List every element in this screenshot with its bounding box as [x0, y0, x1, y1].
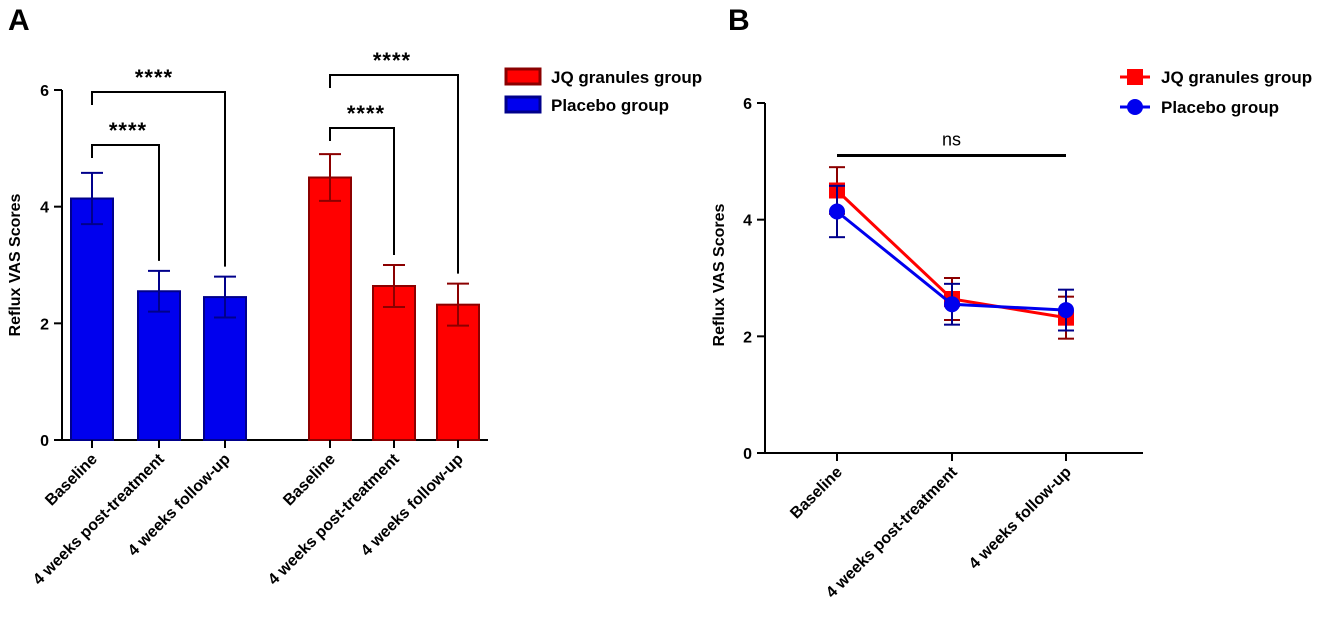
panel-b-y-axis-label: Reflux VAS Scores: [711, 203, 728, 346]
jq-legend-label: JQ granules group: [551, 68, 702, 87]
panel-b-ns-annotation: ns: [837, 130, 1066, 157]
panel-a-bar-chart: 0 2 4 6 Reflux VAS Scores **** **** ******** …: [7, 48, 702, 589]
bar: [308, 176, 352, 441]
bar: [70, 197, 114, 441]
significance-bracket: [329, 74, 459, 274]
bar: [137, 290, 181, 441]
significance-bracket: [91, 91, 226, 267]
panel-a-y-tick-label: 6: [40, 83, 49, 100]
jq-legend-label: JQ granules group: [1161, 68, 1312, 87]
placebo-series: [829, 184, 1074, 332]
data-point: [944, 296, 960, 313]
panel-b-series: [829, 166, 1074, 340]
placebo-legend-label: Placebo group: [551, 96, 669, 115]
jq-legend-swatch: [504, 67, 542, 86]
category-label: Baseline: [280, 451, 339, 510]
category-label: 4 weeks follow-up: [966, 464, 1075, 573]
category-label: Baseline: [42, 451, 101, 510]
category-label: 4 weeks post-treatment: [823, 463, 961, 601]
panel-a-legend: JQ granules group Placebo group: [504, 67, 702, 115]
category-label: 4 weeks post-treatment: [265, 450, 403, 588]
panel-a-y-axis-label: Reflux VAS Scores: [7, 193, 24, 336]
significance-label: ****: [347, 101, 385, 126]
panel-b-y-tick-label: 2: [743, 329, 752, 346]
data-point: [1058, 302, 1074, 319]
data-point: [829, 203, 845, 220]
significance-label: ****: [373, 48, 411, 73]
panel-a-axes: 0 2 4 6: [40, 83, 488, 450]
placebo-legend-label: Placebo group: [1161, 98, 1279, 117]
panel-b-label: B: [728, 4, 750, 37]
significance-label: ****: [135, 65, 173, 90]
panel-a-significance: **** **** **** ****: [91, 48, 459, 274]
bar: [372, 285, 416, 441]
placebo-legend-swatch: [504, 95, 542, 114]
panel-a-y-tick-label: 0: [40, 433, 49, 450]
bar: [203, 296, 247, 442]
placebo-legend-marker: [1127, 99, 1143, 115]
significance-bracket: [329, 127, 395, 255]
panel-b-y-tick-label: 4: [743, 213, 752, 230]
category-label: 4 weeks post-treatment: [30, 450, 168, 588]
panel-b-y-tick-label: 0: [743, 446, 752, 463]
panel-b-axes: 0 2 4 6: [743, 96, 1143, 463]
panel-a-label: A: [8, 4, 30, 37]
significance-bracket: [91, 144, 160, 261]
panel-b-y-tick-label: 6: [743, 96, 752, 113]
panel-a-y-tick-label: 4: [40, 200, 49, 217]
jq-legend-marker: [1127, 69, 1143, 85]
panel-a-y-tick-label: 2: [40, 316, 49, 333]
significance-label: ****: [109, 118, 147, 143]
panel-b-legend: JQ granules group Placebo group: [1120, 68, 1312, 117]
category-label: Baseline: [787, 464, 846, 523]
ns-label: ns: [942, 130, 961, 150]
panel-a-bars: [70, 153, 480, 442]
